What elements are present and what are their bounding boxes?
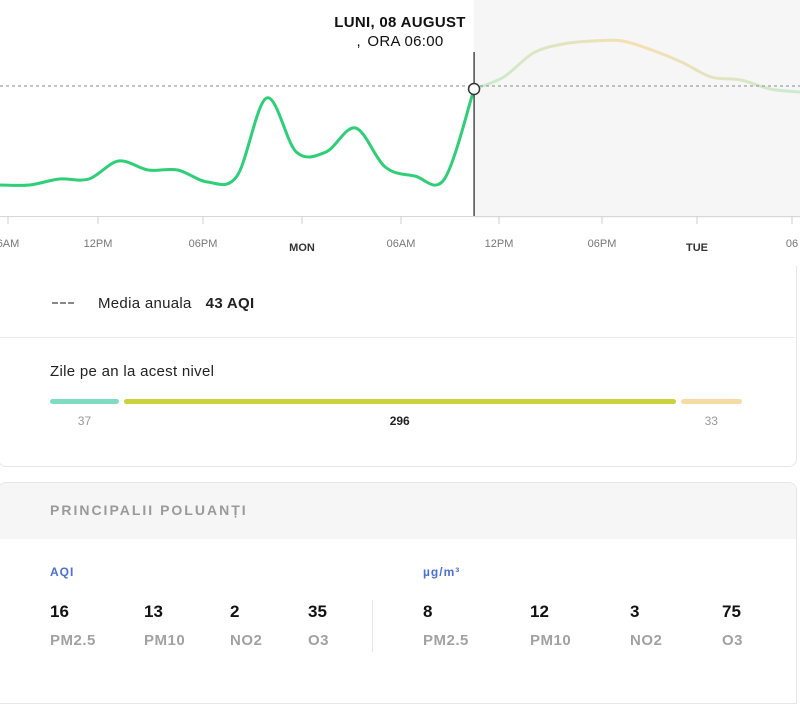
pollutants-title: PRINCIPALII POLUANȚI <box>50 502 248 518</box>
aqi-pollutant-name: NO2 <box>230 632 263 649</box>
annual-average-legend: Media anuala 43 AQI <box>52 292 254 314</box>
ugm3-pollutant-name: NO2 <box>630 632 663 649</box>
aqi-pollutant-value: 35 <box>308 602 327 621</box>
aqi-forecast-chart[interactable]: 6AM 12PM 06PM MON 06AM 12PM 06PM TUE 06 LUNI, 08… <box>0 0 800 265</box>
ugm3-pollutant-name: PM10 <box>530 632 572 649</box>
x-tick-label: 12PM <box>84 238 113 250</box>
future-forecast-background <box>474 0 800 218</box>
days-segment-bar <box>50 399 119 404</box>
aqi-pollutant-name: O3 <box>308 632 330 649</box>
ugm3-pollutant-value: 12 <box>530 602 549 621</box>
aqi-pollutant-value: 13 <box>144 602 163 621</box>
forecast-line <box>472 38 800 94</box>
x-tick-label: 06 <box>786 238 798 250</box>
x-tick-label: TUE <box>686 242 708 254</box>
ugm3-unit-label: µg/m³ <box>423 565 461 579</box>
days-segment-bar <box>123 399 676 404</box>
days-per-year-title: Zile pe an la acest nivel <box>50 363 215 380</box>
x-tick-label: 06PM <box>189 238 218 250</box>
ugm3-pollutant-name: PM2.5 <box>423 632 469 649</box>
ugm3-pollutant-value: 3 <box>630 602 640 621</box>
aqi-pollutant-name: PM2.5 <box>50 632 96 649</box>
vertical-divider <box>372 600 373 652</box>
pollutants-card <box>0 482 797 704</box>
aqi-unit-label: AQI <box>50 565 75 579</box>
tooltip-hour: ORA 06:00 <box>367 33 444 50</box>
annual-summary-card <box>0 266 797 467</box>
chart-svg: 6AM 12PM 06PM MON 06AM 12PM 06PM TUE 06 <box>0 0 800 254</box>
dashed-line-icon <box>52 302 74 304</box>
tooltip-comma: , <box>356 33 361 50</box>
ugm3-pollutant-value: 8 <box>423 602 433 621</box>
divider <box>0 337 795 338</box>
aqi-pollutant-name: PM10 <box>144 632 186 649</box>
ugm3-pollutant-name: O3 <box>722 632 744 649</box>
annual-average-label: Media anuala <box>98 294 192 312</box>
days-segment-label: 296 <box>389 414 410 428</box>
tooltip-time: , ORA 06:00 <box>300 33 500 50</box>
x-tick-label: 06AM <box>387 238 416 250</box>
history-line <box>0 87 476 187</box>
x-tick-label: MON <box>289 242 315 254</box>
aqi-pollutant-value: 16 <box>50 602 69 621</box>
days-segment-bar <box>680 399 742 404</box>
annual-average-value: 43 AQI <box>205 294 255 312</box>
x-tick-label: 06PM <box>588 238 617 250</box>
aqi-pollutant-value: 2 <box>230 602 240 621</box>
ugm3-pollutant-value: 75 <box>722 602 741 621</box>
days-segment-label: 33 <box>704 414 718 428</box>
tooltip-date: LUNI, 08 AUGUST <box>334 14 466 31</box>
x-tick-label: 6AM <box>0 238 19 250</box>
days-segment-label: 37 <box>77 414 92 428</box>
x-tick-label: 12PM <box>485 238 514 250</box>
pollutants-header <box>0 483 796 539</box>
selected-point-marker <box>467 82 481 96</box>
